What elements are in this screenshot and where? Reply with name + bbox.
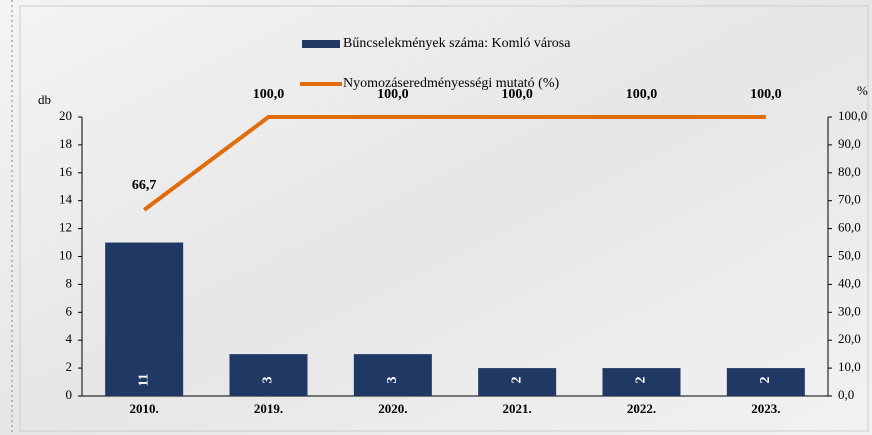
y-tick-label: 16 — [59, 164, 73, 179]
y-tick-label: 10 — [59, 247, 72, 262]
bar-value-label: 2 — [509, 377, 524, 384]
legend-swatch — [302, 40, 340, 48]
y-tick-label: 2 — [66, 359, 73, 374]
legend-label: Nyomozáseredményességi mutató (%) — [343, 76, 559, 91]
y-tick-label: 18 — [59, 136, 72, 151]
bar — [354, 354, 432, 396]
y-axis-label: db — [38, 92, 51, 107]
bar-value-label: 2 — [758, 377, 773, 384]
chart: db % 0 2 4 6 8 10 12 14 16 18 20 0,0 10,0 20,0 30,0 40,… — [0, 0, 872, 435]
y-tick-label: 14 — [59, 192, 73, 207]
x-tick-label: 2021. — [503, 401, 532, 416]
y2-tick-label: 40,0 — [838, 275, 861, 290]
bar — [105, 243, 183, 396]
bar-value-label: 3 — [385, 377, 400, 384]
y-tick-label: 8 — [66, 275, 73, 290]
y2-axis-label: % — [857, 83, 868, 98]
y2-tick-label: 50,0 — [838, 247, 861, 262]
y-tick-label: 12 — [59, 220, 72, 235]
x-tick-label: 2020. — [378, 401, 407, 416]
y2-tick-label: 70,0 — [838, 192, 861, 207]
bar-value-label: 3 — [261, 377, 276, 384]
y-tick-label: 4 — [66, 331, 73, 346]
y2-tick-label: 30,0 — [838, 303, 861, 318]
line-value-label: 66,7 — [132, 178, 157, 193]
y-tick-label: 20 — [59, 108, 72, 123]
bar-value-label: 11 — [136, 373, 151, 386]
bar — [230, 354, 308, 396]
y2-tick-label: 90,0 — [838, 136, 861, 151]
y2-tick-label: 20,0 — [838, 331, 861, 346]
legend-label: Bűncselekmények száma: Komló városa — [343, 36, 571, 51]
y2-tick-label: 100,0 — [838, 108, 867, 123]
y2-tick-label: 10,0 — [838, 359, 861, 374]
y2-tick-label: 60,0 — [838, 220, 861, 235]
y2-tick-label: 0,0 — [838, 387, 854, 402]
line-value-label: 100,0 — [750, 87, 782, 102]
bar-value-label: 2 — [634, 377, 649, 384]
x-tick-label: 2010. — [130, 401, 159, 416]
x-tick-label: 2019. — [254, 401, 283, 416]
line-value-label: 100,0 — [253, 87, 285, 102]
y2-tick-label: 80,0 — [838, 164, 861, 179]
x-tick-label: 2022. — [627, 401, 656, 416]
line-value-label: 100,0 — [626, 87, 658, 102]
y-tick-label: 0 — [66, 387, 73, 402]
y-tick-label: 6 — [66, 303, 73, 318]
x-tick-label: 2023. — [751, 401, 780, 416]
